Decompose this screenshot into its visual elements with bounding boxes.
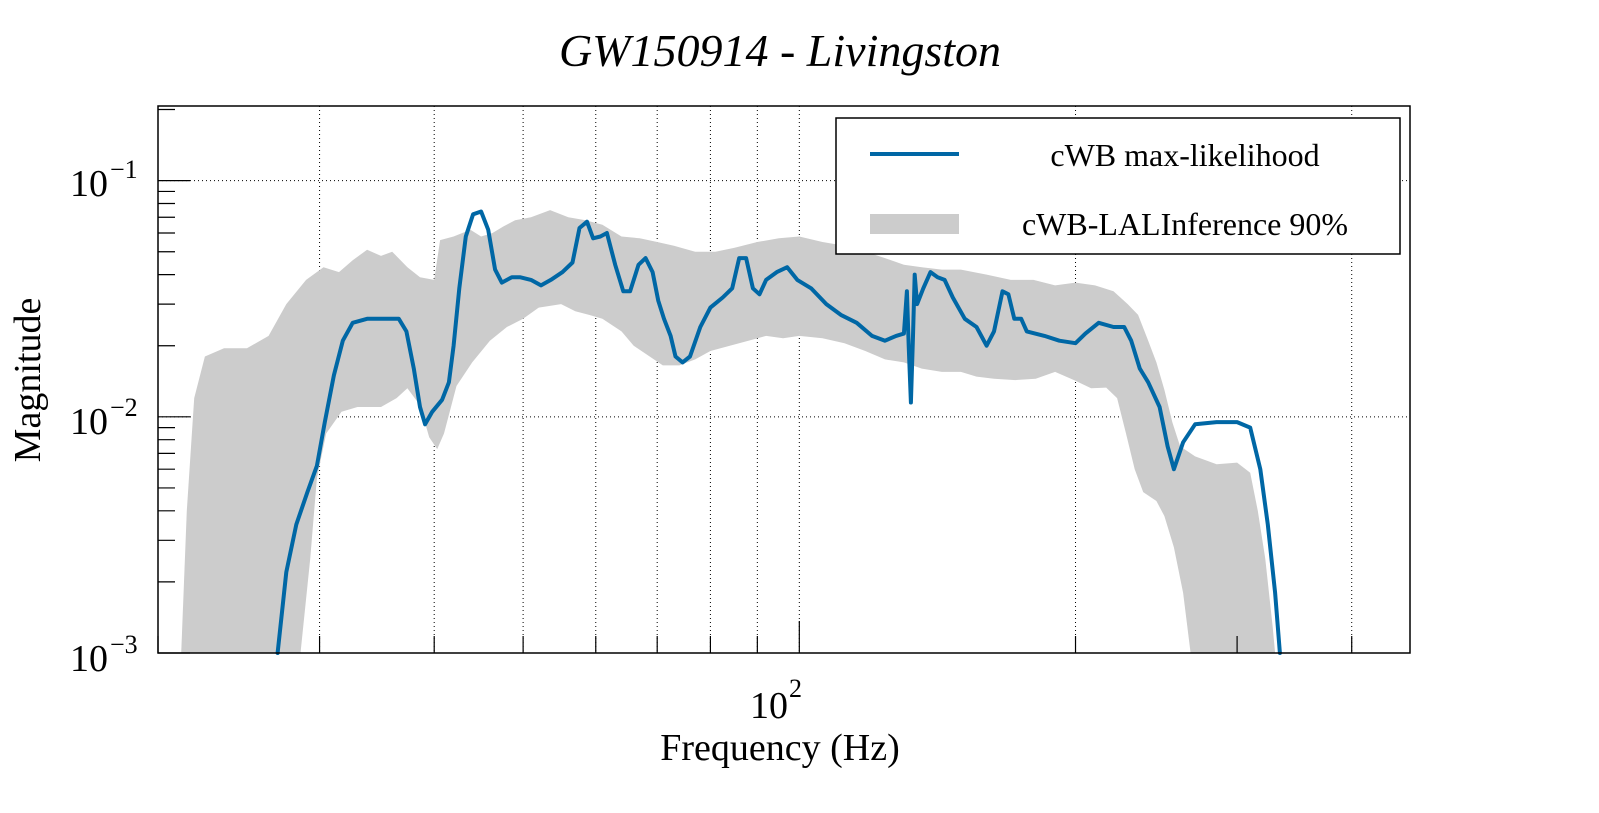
y-tick-label-2-exp: −3 bbox=[110, 630, 138, 659]
y-tick-label-1-base: 10 bbox=[70, 401, 108, 443]
y-tick-label-1: 10 −2 bbox=[70, 393, 138, 443]
legend-band-swatch bbox=[870, 214, 959, 234]
x-tick-label-0-exp: 2 bbox=[789, 674, 802, 703]
y-tick-label-0-exp: −1 bbox=[110, 155, 138, 184]
legend-label-0: cWB max-likelihood bbox=[1050, 137, 1319, 173]
y-tick-label-0-base: 10 bbox=[70, 163, 108, 205]
plot-frame bbox=[157, 105, 1411, 654]
y-tick-label-1-exp: −2 bbox=[110, 393, 138, 422]
chart-title: GW150914 - Livingston bbox=[559, 25, 1001, 76]
y-tick-label-2-base: 10 bbox=[70, 638, 108, 680]
y-axis-label: Magnitude bbox=[7, 298, 49, 463]
legend: cWB max-likelihood cWB-LALInference 90% bbox=[835, 117, 1401, 255]
line-layer bbox=[275, 209, 1282, 655]
tick-layer bbox=[157, 108, 1353, 654]
x-axis-label: Frequency (Hz) bbox=[660, 727, 900, 769]
legend-label-1: cWB-LALInference 90% bbox=[1022, 206, 1348, 242]
y-tick-label-2: 10 −3 bbox=[70, 630, 138, 680]
y-tick-label-0: 10 −1 bbox=[70, 155, 138, 205]
max-likelihood-line bbox=[275, 209, 1282, 655]
grid-layer bbox=[158, 106, 1410, 653]
x-tick-label-0: 10 2 bbox=[750, 674, 802, 727]
x-tick-label-0-base: 10 bbox=[750, 685, 788, 727]
